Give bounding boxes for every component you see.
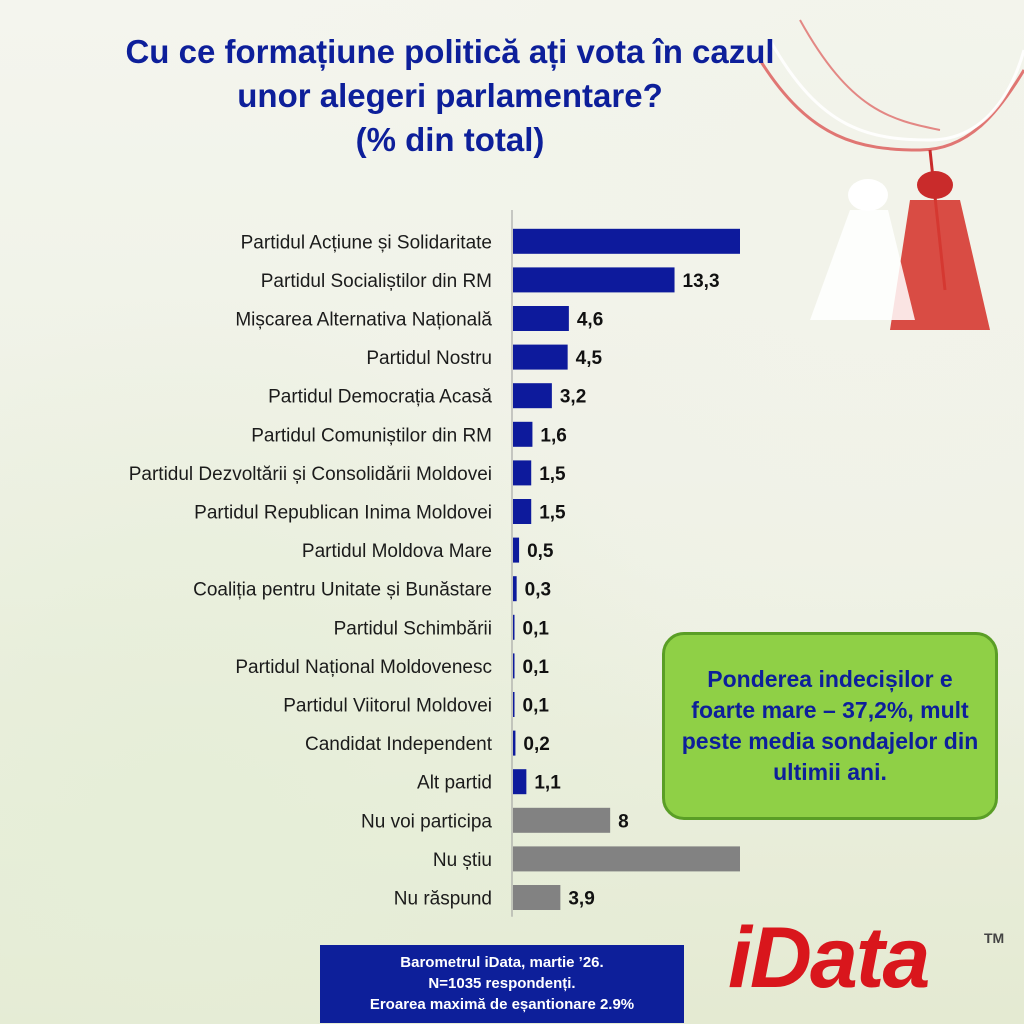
category-label: Nu voi participa [361, 811, 492, 832]
bar [513, 228, 740, 254]
value-label: 3,2 [560, 387, 586, 408]
value-label: 0,1 [523, 657, 550, 678]
category-label: Partidul Republican Inima Moldovei [194, 503, 492, 524]
bar [513, 885, 561, 910]
category-label: Partidul Moldova Mare [302, 541, 492, 562]
callout-text: Ponderea indecișilor e foarte mare – 37,… [681, 666, 979, 785]
category-label: Mișcarea Alternativa Națională [235, 310, 492, 331]
chart-title: Cu ce formațiune politică ați vota în ca… [0, 30, 900, 162]
category-label: Partidul Acțiune și Solidaritate [241, 232, 492, 253]
category-label: Partidul Schimbării [334, 618, 492, 639]
footnote-line-1: Barometrul iData, martie ’26. [400, 954, 604, 971]
title-line-1: Cu ce formațiune politică ați vota în ca… [125, 33, 775, 70]
bar [513, 653, 515, 679]
value-label: 0,2 [523, 734, 549, 755]
value-label: 1,1 [534, 773, 561, 794]
value-label: 1,5 [539, 464, 566, 485]
idata-logo: iData TM [728, 908, 1004, 1008]
value-label: 4,5 [576, 348, 603, 369]
category-label: Nu răspund [394, 889, 492, 910]
value-label: 3,9 [568, 889, 594, 910]
value-label: 1,5 [539, 503, 566, 524]
bar [513, 537, 520, 563]
category-label: Partidul Democrația Acasă [268, 387, 492, 408]
footnote-line-3: Eroarea maximă de eșantionare 2.9% [369, 996, 635, 1013]
bar [513, 499, 532, 524]
value-label: 8 [618, 811, 629, 832]
bar-chart: Partidul Acțiune și Solidaritate30,3Part… [129, 210, 740, 917]
bar [513, 344, 568, 370]
bar [513, 807, 611, 833]
footnote-line-2: N=1035 respondenți. [428, 975, 576, 992]
value-label: 0,1 [523, 618, 550, 639]
bar [513, 421, 533, 447]
title-line-3: (% din total) [355, 121, 545, 158]
logo-text: iData [728, 910, 930, 1006]
category-label: Partidul Dezvoltării și Consolidării Mol… [129, 464, 492, 485]
category-label: Partidul Nostru [366, 348, 492, 369]
bar [513, 614, 515, 640]
value-label: 4,6 [577, 310, 603, 331]
value-label: 0,5 [527, 541, 554, 562]
category-label: Partidul Național Moldovenesc [235, 657, 492, 678]
title-line-2: unor alegeri parlamentare? [237, 77, 663, 114]
bar [513, 383, 552, 409]
value-label: 0,3 [525, 580, 551, 601]
logo-trademark: TM [984, 930, 1005, 946]
value-label: 13,3 [683, 271, 720, 292]
bar [513, 460, 532, 486]
survey-footnote: Barometrul iData, martie ’26. N=1035 res… [320, 945, 684, 1023]
bar [513, 267, 675, 293]
category-label: Partidul Comuniștilor din RM [251, 425, 492, 446]
category-label: Candidat Independent [305, 734, 493, 755]
value-label: 1,6 [540, 425, 566, 446]
bar [513, 692, 515, 717]
bar [513, 846, 740, 872]
category-label: Partidul Viitorul Moldovei [283, 696, 492, 717]
bar [513, 576, 517, 602]
category-label: Nu știu [433, 850, 492, 871]
category-label: Coaliția pentru Unitate și Bunăstare [193, 580, 492, 601]
category-label: Partidul Socialiștilor din RM [261, 271, 492, 292]
category-label: Alt partid [417, 773, 492, 794]
martisor-decoration [758, 19, 1024, 330]
bar [513, 306, 569, 331]
value-label: 0,1 [523, 696, 550, 717]
bar [513, 730, 516, 756]
bar [513, 769, 527, 795]
undecided-callout: Ponderea indecișilor e foarte mare – 37,… [662, 632, 998, 820]
